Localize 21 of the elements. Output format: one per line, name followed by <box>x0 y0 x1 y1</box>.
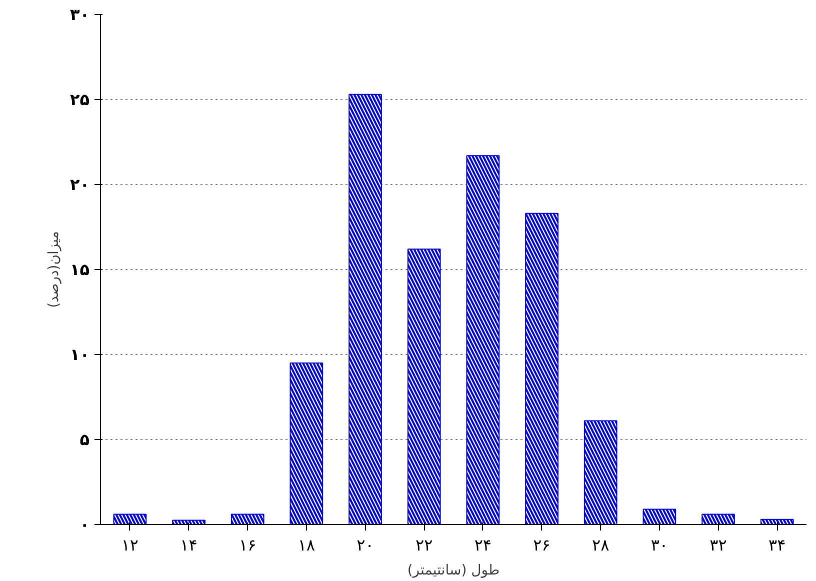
x-tick-label: ۲۸ <box>592 536 610 554</box>
x-tick-label: ۲۴ <box>474 536 492 554</box>
y-tick-label: ۱۰ <box>70 345 90 364</box>
x-tick-label: ۱۶ <box>238 536 256 554</box>
x-axis-title: طول (سانتیمتر) <box>407 562 500 578</box>
x-tick-label: ۳۴ <box>768 536 786 554</box>
x-tick-label: ۳۰ <box>650 536 668 554</box>
x-tick-label: ۳۲ <box>710 536 727 554</box>
x-tick-label: ۲۶ <box>533 536 550 554</box>
y-tick-label: ۱۵ <box>70 260 90 279</box>
y-tick-label: ۳۰ <box>70 5 90 24</box>
x-tick-label: ۲۰ <box>356 536 374 554</box>
y-tick-label: ۲۰ <box>70 175 90 194</box>
y-tick-label: ۵ <box>80 430 90 449</box>
y-tick-label: ۰ <box>80 515 90 534</box>
x-tick-label: ۲۲ <box>415 536 433 554</box>
x-tick-label: ۱۸ <box>298 536 316 554</box>
y-axis-title: میزان(درصد) <box>46 231 62 308</box>
y-tick-label: ۲۵ <box>70 90 90 109</box>
x-tick-label: ۱۴ <box>180 536 198 554</box>
x-tick-label: ۱۲ <box>121 536 139 554</box>
